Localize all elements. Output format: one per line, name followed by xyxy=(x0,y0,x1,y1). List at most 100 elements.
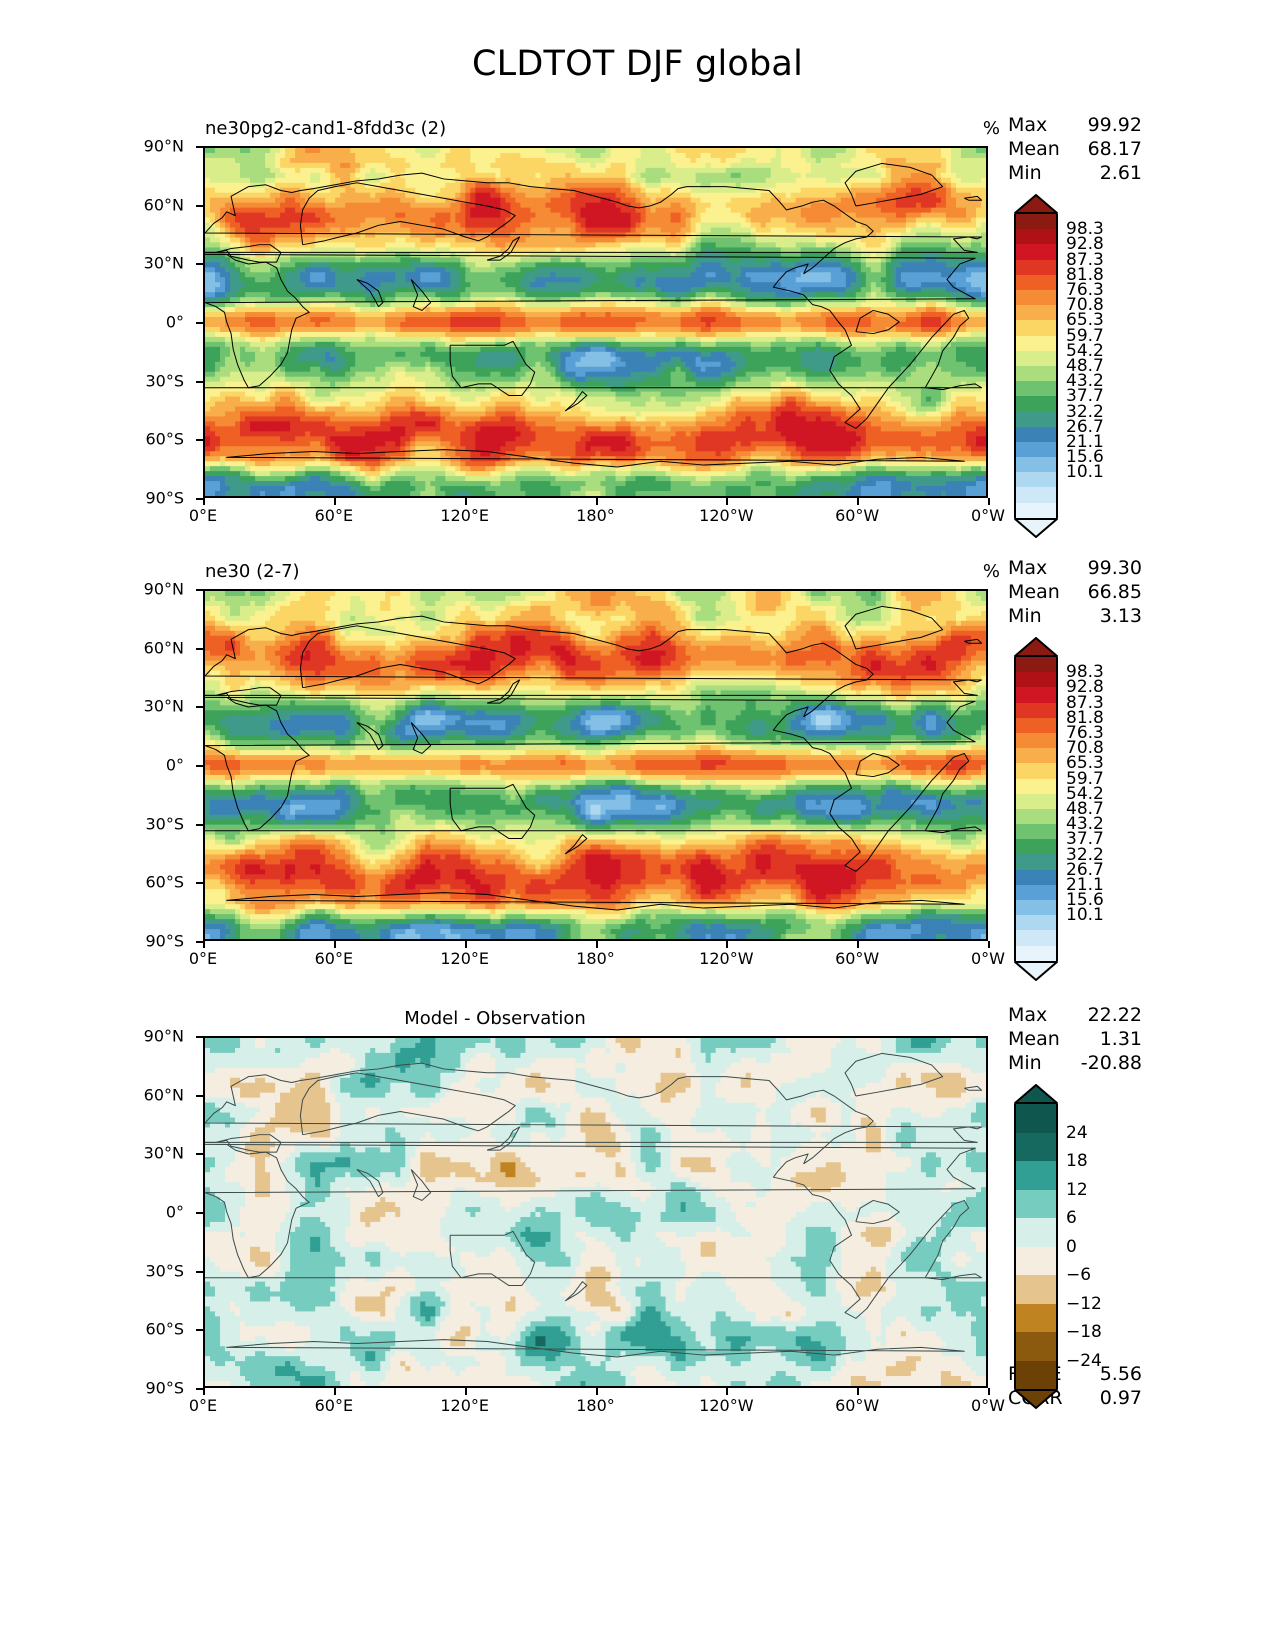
colorbar-segment xyxy=(1014,900,1058,916)
colorbar-tick-label: 54.2 xyxy=(1066,341,1104,361)
x-tick-label: 60°W xyxy=(835,1396,879,1415)
colorbar-tick-label: 32.2 xyxy=(1066,845,1104,865)
y-tick xyxy=(196,1329,203,1332)
colorbar-segment xyxy=(1014,229,1058,245)
x-tick-label: 0°W xyxy=(971,1396,1005,1415)
y-tick-label: 90°N xyxy=(144,580,184,599)
colorbar-segment xyxy=(1014,793,1058,809)
y-tick xyxy=(196,1388,203,1390)
colorbar-segment xyxy=(1014,1303,1058,1332)
x-tick-label: 120°W xyxy=(699,506,753,525)
colorbar-tick-label: 98.3 xyxy=(1066,662,1104,682)
y-tick xyxy=(196,823,203,826)
colorbar-extend-bottom xyxy=(1014,960,1058,981)
colorbar-segment xyxy=(1014,763,1058,779)
stat-value: 68.17 xyxy=(1088,137,1142,161)
colorbar-tick-label: 92.8 xyxy=(1066,677,1104,697)
stat-row: Min 2.61 xyxy=(1008,161,1168,185)
colorbar-tick-label: −18 xyxy=(1066,1322,1102,1342)
y-tick-label: 0° xyxy=(166,756,184,775)
y-tick-label: 30°S xyxy=(145,371,184,390)
colorbar-tick-label: 87.3 xyxy=(1066,250,1104,270)
y-tick-label: 60°S xyxy=(145,1320,184,1339)
x-tick-label: 180° xyxy=(576,1396,615,1415)
y-tick xyxy=(196,322,203,324)
y-tick xyxy=(196,1270,203,1273)
x-tick-label: 120°W xyxy=(699,949,753,968)
y-tick-label: 30°N xyxy=(144,697,184,716)
stat-label: Mean xyxy=(1008,1027,1060,1051)
y-tick-label: 0° xyxy=(166,313,184,332)
colorbar-swatches xyxy=(1014,1084,1058,1409)
stat-label: Min xyxy=(1008,1051,1042,1075)
colorbar-extend-top xyxy=(1014,194,1058,214)
stat-label: Max xyxy=(1008,556,1047,580)
map-title: Model - Observation xyxy=(0,1008,990,1029)
colorbar-segment xyxy=(1014,778,1058,794)
stat-row: Mean 68.17 xyxy=(1008,137,1168,161)
x-tick-label: 120°E xyxy=(440,506,489,525)
map-contour-field xyxy=(205,591,986,939)
y-tick-label: 60°S xyxy=(145,430,184,449)
colorbar-tick-label: 48.7 xyxy=(1066,356,1104,376)
y-tick xyxy=(196,1094,203,1097)
stat-value: 99.30 xyxy=(1088,556,1142,580)
colorbar-segment xyxy=(1014,365,1058,382)
colorbar-segment xyxy=(1014,259,1058,275)
x-axis-labels: 0°E 60°E 120°E 180° 120°W 60°W 0°W xyxy=(189,945,1005,975)
x-tick-label: 0°E xyxy=(189,506,217,525)
colorbar-segment xyxy=(1014,214,1058,230)
colorbar-segment xyxy=(1014,1360,1058,1389)
colorbar-segment xyxy=(1014,487,1058,503)
colorbar-swatches xyxy=(1014,194,1058,538)
colorbar-tick-label: 98.3 xyxy=(1066,219,1104,239)
map-title: ne30pg2-cand1-8fdd3c (2) xyxy=(205,118,446,139)
colorbar-tick-label: 43.2 xyxy=(1066,371,1104,391)
units-label: % xyxy=(940,118,1000,139)
colorbar-segment xyxy=(1014,502,1058,518)
colorbar-tick-label: 70.8 xyxy=(1066,295,1104,315)
stat-row: Min 3.13 xyxy=(1008,604,1168,628)
y-tick-label: 60°N xyxy=(144,195,184,214)
colorbar-segment xyxy=(1014,472,1058,488)
y-tick xyxy=(196,204,203,207)
colorbar-segment xyxy=(1014,1104,1058,1133)
stat-value: 2.61 xyxy=(1100,161,1142,185)
colorbar-tick-label: 26.7 xyxy=(1066,860,1104,880)
colorbar-tick-label: 65.3 xyxy=(1066,753,1104,773)
y-tick xyxy=(196,647,203,650)
y-tick xyxy=(196,882,203,885)
colorbar-segment xyxy=(1014,381,1058,397)
colorbar-segment xyxy=(1014,350,1058,366)
stats-block: Max 99.92 Mean 68.17 Min 2.61 xyxy=(1008,113,1168,185)
colorbar-tick-label: −24 xyxy=(1066,1351,1102,1371)
y-axis-labels: 90°N 60°N 30°N 0° 30°S 60°S 90°S xyxy=(0,137,196,508)
stat-row: Max 99.92 xyxy=(1008,113,1168,137)
map-title: ne30 (2-7) xyxy=(205,561,300,582)
stat-label: Max xyxy=(1008,1003,1047,1027)
colorbar-segment xyxy=(1014,411,1058,427)
colorbar-segment xyxy=(1014,1246,1058,1275)
stat-value: 22.22 xyxy=(1088,1003,1142,1027)
x-tick-label: 0°E xyxy=(189,949,217,968)
colorbar-extend-bottom xyxy=(1014,517,1058,538)
map-plot-area xyxy=(203,589,988,941)
stat-label: Mean xyxy=(1008,580,1060,604)
x-axis-labels: 0°E 60°E 120°E 180° 120°W 60°W 0°W xyxy=(189,1392,1005,1422)
stat-value: 66.85 xyxy=(1088,580,1142,604)
colorbar-segment xyxy=(1014,732,1058,749)
colorbar-segment xyxy=(1014,274,1058,290)
page-title: CLDTOT DJF global xyxy=(0,44,1275,84)
colorbar-segment xyxy=(1014,320,1058,336)
map-plot-area xyxy=(203,1036,988,1388)
y-tick-label: 60°S xyxy=(145,873,184,892)
y-tick-label: 90°N xyxy=(144,137,184,156)
score-value: 0.97 xyxy=(1100,1386,1142,1410)
stat-row: Mean 1.31 xyxy=(1008,1027,1168,1051)
colorbar-segment xyxy=(1014,839,1058,855)
stat-value: -20.88 xyxy=(1081,1051,1142,1075)
colorbar-tick-label: 12 xyxy=(1066,1180,1088,1200)
y-tick xyxy=(196,498,203,500)
stat-row: Mean 66.85 xyxy=(1008,580,1168,604)
y-tick-label: 0° xyxy=(166,1203,184,1222)
